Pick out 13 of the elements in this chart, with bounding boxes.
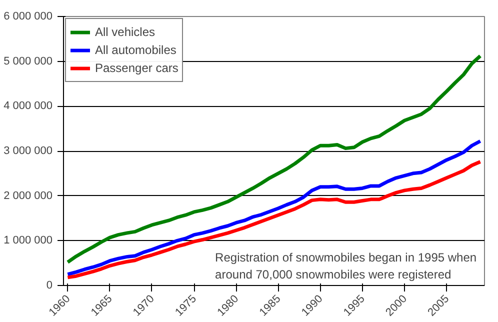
y-tick-label: 5 000 000 <box>4 55 52 68</box>
line-series <box>66 160 482 280</box>
legend-label: All vehicles <box>95 24 156 41</box>
line-series <box>66 54 482 264</box>
y-tick-label: 4 000 000 <box>4 100 52 112</box>
y-tick-label: 3 000 000 <box>4 145 52 157</box>
y-tick-label: 1 000 000 <box>4 234 52 247</box>
legend-label: Passenger cars <box>95 60 178 77</box>
legend-label: All automobiles <box>95 42 176 59</box>
annotation: Registration of snowmobiles began in 1995 when around 70,000 snowmobiles were registered <box>215 250 477 282</box>
y-tick-label: 2 000 000 <box>4 190 52 202</box>
y-tick-label: 0 <box>46 280 53 292</box>
y-tick-label: 6 000 000 <box>4 10 52 22</box>
